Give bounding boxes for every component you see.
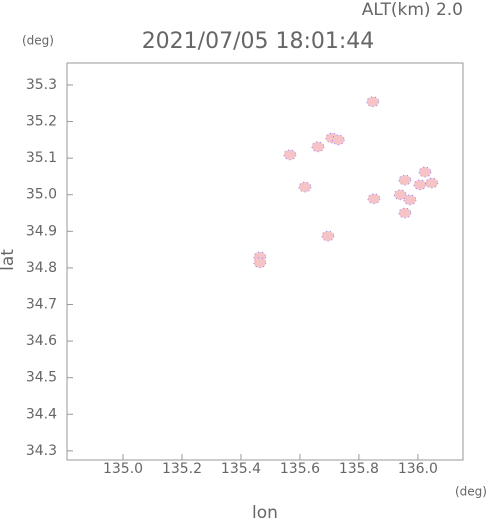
x-axis-label: lon — [252, 503, 278, 521]
echo-cell — [321, 230, 335, 242]
y-tick-label: 34.9 — [26, 223, 57, 239]
echo-cell — [331, 134, 345, 146]
x-tick-label: 135.4 — [221, 461, 261, 477]
echo-cell — [367, 193, 381, 205]
echo-cell — [403, 194, 417, 206]
x-tick-label: 136.0 — [398, 461, 438, 477]
x-tick-label: 135.8 — [339, 461, 379, 477]
y-tick-label: 34.4 — [26, 406, 57, 422]
echo-cell — [398, 174, 412, 186]
chart-subtitle: ALT(km) 2.0 — [362, 0, 463, 20]
echo-cell — [425, 177, 439, 189]
y-tick-label: 35.0 — [26, 187, 57, 203]
y-tick-label: 34.6 — [26, 333, 57, 349]
y-axis-label: lat — [0, 249, 18, 271]
echo-cell — [298, 181, 312, 193]
y-tick-label: 34.3 — [26, 443, 57, 459]
echo-cell — [283, 149, 297, 161]
y-tick-label: 34.8 — [26, 260, 57, 276]
y-tick-label: 34.5 — [26, 370, 57, 386]
y-tick-label: 35.3 — [26, 77, 57, 93]
y-tick-label: 35.1 — [26, 150, 57, 166]
echo-cell — [253, 257, 267, 269]
echo-cell — [398, 207, 412, 219]
x-unit: (deg) — [455, 485, 487, 499]
y-tick-label: 35.2 — [26, 114, 57, 130]
chart-title: 2021/07/05 18:01:44 — [142, 29, 375, 54]
y-tick-label: 34.7 — [26, 296, 57, 312]
echo-cell — [311, 141, 325, 153]
x-tick-label: 135.0 — [103, 461, 143, 477]
echo-cell — [393, 189, 407, 201]
echo-cell — [366, 96, 380, 108]
echo-cell — [413, 179, 427, 191]
echo-cell — [418, 166, 432, 178]
x-tick-label: 135.2 — [162, 461, 202, 477]
x-tick-label: 135.6 — [280, 461, 320, 477]
y-unit: (deg) — [22, 34, 54, 48]
plot-frame — [66, 62, 464, 461]
